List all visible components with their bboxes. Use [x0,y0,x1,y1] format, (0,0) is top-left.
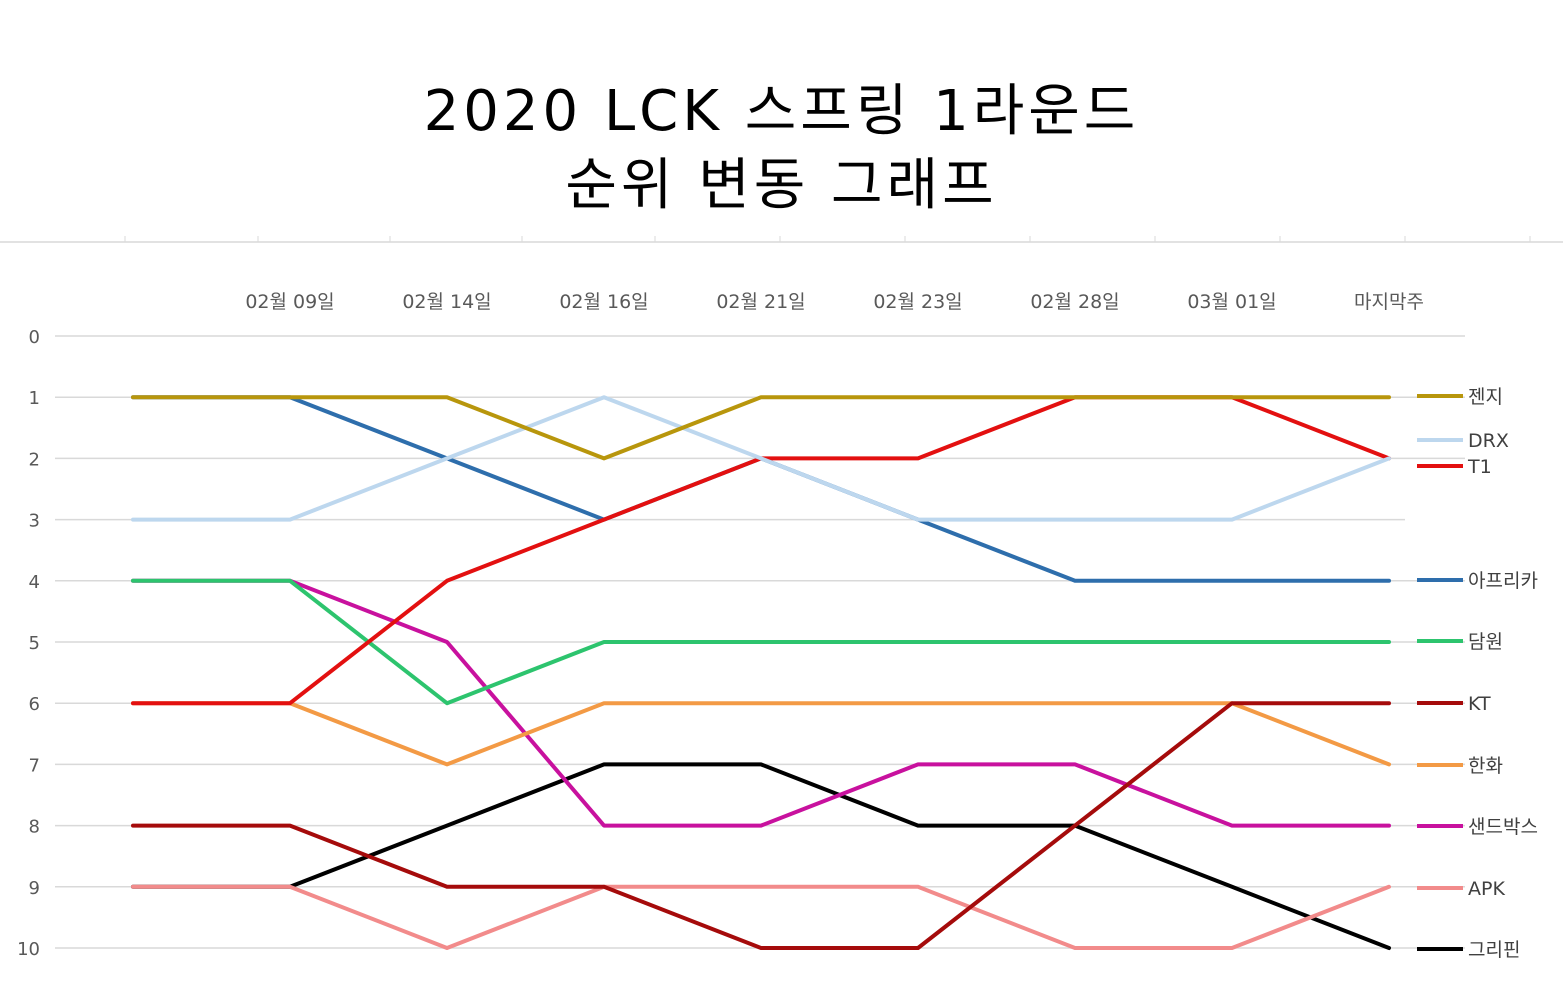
legend-label: 한화 [1468,755,1503,777]
series-line [131,701,1391,767]
x-axis: 02월 09일 02월 14일 02월 16일 02월 21일 02월 23일 02월 2… [245,291,1424,313]
legend-label: KT [1468,693,1491,715]
y-tick-label: 7 [29,755,40,776]
y-tick-label: 9 [29,878,40,899]
series-line [131,395,1391,583]
x-tick-label: 마지막주 [1354,291,1424,313]
legend-label: 아프리카 [1468,570,1538,592]
series-line [131,395,1391,522]
y-axis: 0 1 2 3 4 5 6 7 8 9 10 [17,327,40,960]
series-line [131,701,1391,950]
x-tick-label: 02월 23일 [873,291,962,313]
series-lines [131,395,1391,950]
legend-label: 담원 [1468,631,1503,653]
legend-label: 그리핀 [1468,939,1520,961]
x-tick-label: 02월 16일 [559,291,648,313]
series-line [131,884,1391,950]
y-tick-label: 10 [17,939,40,960]
y-tick-label: 6 [29,694,40,715]
chart-title-line-1: 2020 LCK 스프링 1라운드 [423,79,1140,144]
x-tick-label: 03월 01일 [1187,291,1276,313]
y-tick-label: 0 [29,327,40,348]
y-tick-label: 2 [29,449,40,470]
chart-title-line-2: 순위 변동 그래프 [565,153,998,218]
series-line [131,395,1391,461]
x-tick-label: 02월 09일 [245,291,334,313]
y-tick-label: 1 [29,388,40,409]
legend-label: T1 [1467,456,1492,478]
y-tick-label: 5 [29,633,40,654]
series-line [131,578,1391,706]
y-tick-label: 3 [29,511,40,532]
y-tick-label: 4 [29,572,40,593]
x-tick-label: 02월 21일 [716,291,805,313]
series-line [131,395,1391,706]
chart-frame [0,236,1563,243]
series-line [131,578,1391,828]
legend-label: APK [1468,878,1505,900]
legend-label: 샌드박스 [1468,816,1538,838]
y-tick-label: 8 [29,817,40,838]
legend-label: DRX [1468,430,1509,452]
series-line [131,762,1391,950]
legend-label: 젠지 [1468,386,1503,408]
x-tick-label: 02월 28일 [1030,291,1119,313]
x-tick-label: 02월 14일 [402,291,491,313]
